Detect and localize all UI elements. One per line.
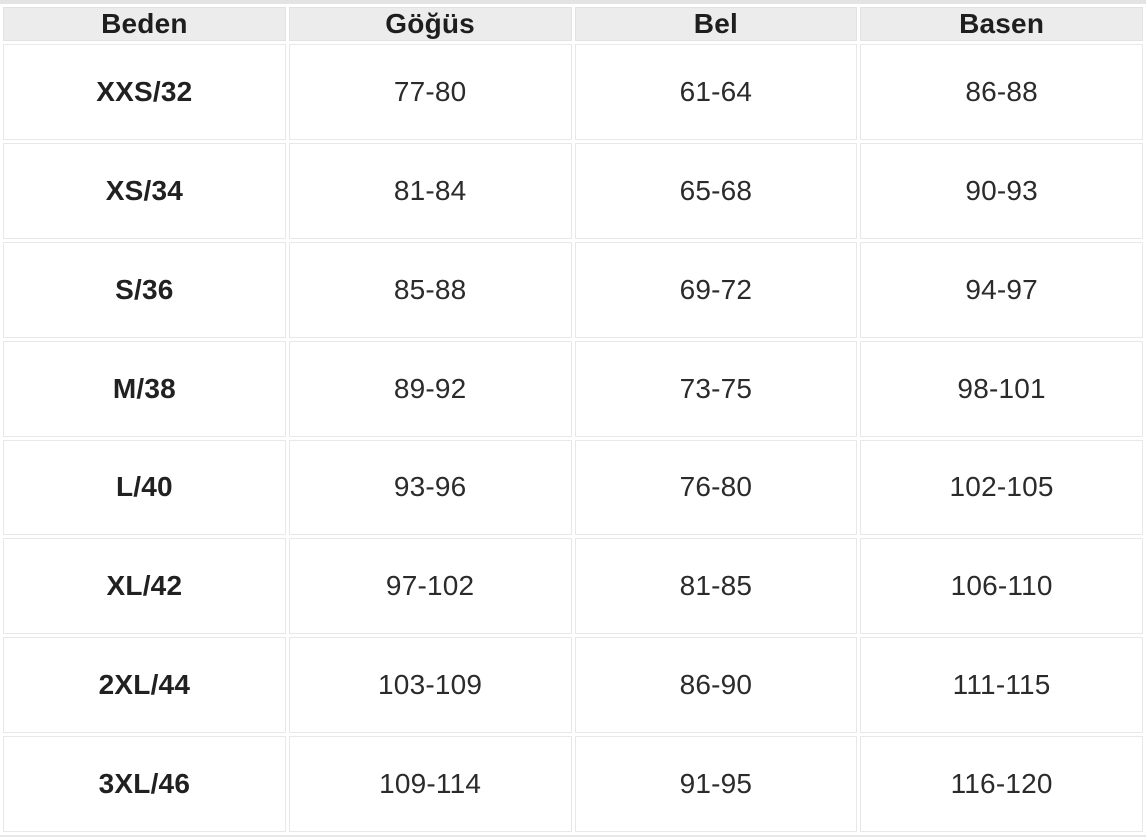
chest-cell: 85-88 <box>288 241 572 338</box>
hip-cell: 90-93 <box>860 142 1143 239</box>
chest-cell: 109-114 <box>288 736 572 832</box>
waist-cell: 65-68 <box>574 142 858 239</box>
hip-cell: 111-115 <box>860 637 1143 734</box>
table-row: XL/42 97-102 81-85 106-110 <box>3 538 1143 635</box>
size-cell: XS/34 <box>3 142 286 239</box>
table-row: 3XL/46 109-114 91-95 116-120 <box>3 736 1143 832</box>
table-row: XXS/32 77-80 61-64 86-88 <box>3 44 1143 140</box>
waist-cell: 69-72 <box>574 241 858 338</box>
chest-cell: 97-102 <box>288 538 572 635</box>
hip-cell: 98-101 <box>860 340 1143 437</box>
table-row: S/36 85-88 69-72 94-97 <box>3 241 1143 338</box>
waist-cell: 61-64 <box>574 44 858 140</box>
chest-cell: 93-96 <box>288 439 572 536</box>
hip-cell: 86-88 <box>860 44 1143 140</box>
size-cell: M/38 <box>3 340 286 437</box>
waist-cell: 86-90 <box>574 637 858 734</box>
header-bel: Bel <box>574 7 858 41</box>
hip-cell: 116-120 <box>860 736 1143 832</box>
table-row: XS/34 81-84 65-68 90-93 <box>3 142 1143 239</box>
waist-cell: 76-80 <box>574 439 858 536</box>
header-row: Beden Göğüs Bel Basen <box>3 7 1143 41</box>
hip-cell: 106-110 <box>860 538 1143 635</box>
header-basen: Basen <box>860 7 1143 41</box>
size-cell: S/36 <box>3 241 286 338</box>
hip-cell: 102-105 <box>860 439 1143 536</box>
table-row: 2XL/44 103-109 86-90 111-115 <box>3 637 1143 734</box>
chest-cell: 103-109 <box>288 637 572 734</box>
waist-cell: 91-95 <box>574 736 858 832</box>
size-cell: XL/42 <box>3 538 286 635</box>
size-cell: 3XL/46 <box>3 736 286 832</box>
size-cell: XXS/32 <box>3 44 286 140</box>
size-cell: L/40 <box>3 439 286 536</box>
chest-cell: 81-84 <box>288 142 572 239</box>
header-beden: Beden <box>3 7 286 41</box>
size-cell: 2XL/44 <box>3 637 286 734</box>
waist-cell: 81-85 <box>574 538 858 635</box>
table-row: M/38 89-92 73-75 98-101 <box>3 340 1143 437</box>
hip-cell: 94-97 <box>860 241 1143 338</box>
waist-cell: 73-75 <box>574 340 858 437</box>
table-row: L/40 93-96 76-80 102-105 <box>3 439 1143 536</box>
size-chart-table: Beden Göğüs Bel Basen XXS/32 77-80 61-64… <box>0 4 1146 835</box>
header-gogus: Göğüs <box>288 7 572 41</box>
chest-cell: 89-92 <box>288 340 572 437</box>
chest-cell: 77-80 <box>288 44 572 140</box>
